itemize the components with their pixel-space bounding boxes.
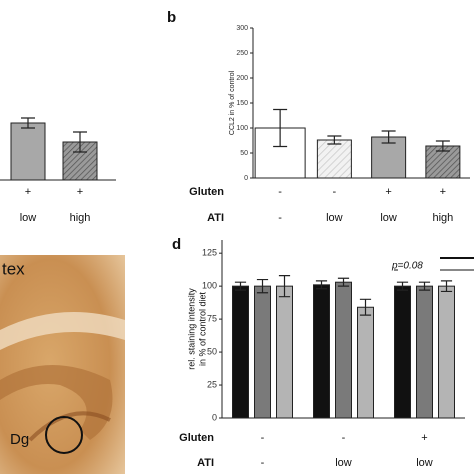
y-axis-label: in % of control diet: [197, 291, 207, 366]
error-bar: [435, 140, 450, 152]
y-tick-label: 100: [236, 125, 248, 132]
condition-label: -: [261, 432, 265, 444]
y-tick-label: 250: [236, 50, 248, 57]
error-bar: [418, 281, 431, 291]
condition-label: low: [416, 457, 433, 469]
error-bar: [278, 275, 291, 298]
y-tick-label: 125: [202, 248, 217, 258]
condition-label: -: [333, 186, 337, 198]
error-bar: [256, 278, 269, 294]
error-bar: [337, 277, 350, 287]
bar: [438, 285, 455, 419]
error-bar: [234, 281, 247, 291]
error-bar: [359, 298, 372, 316]
condition-label: high: [432, 212, 453, 224]
bar: [335, 281, 352, 419]
condition-label: -: [278, 212, 282, 224]
error-bar: [396, 281, 409, 291]
condition-label: low: [335, 457, 352, 469]
y-axis-label: CCL2 in % of control: [229, 70, 236, 135]
condition-label: low: [326, 212, 343, 224]
panel-label: d: [172, 236, 181, 253]
condition-label: +: [421, 432, 427, 444]
error-bar: [327, 135, 342, 145]
condition-label: -: [342, 432, 346, 444]
annotation: p=0.08: [391, 261, 423, 272]
condition-label: low: [380, 212, 397, 224]
y-tick-label: 75: [207, 313, 217, 323]
bar: [394, 285, 411, 419]
row-label: Gluten: [179, 432, 214, 444]
bar: [416, 285, 433, 419]
y-tick-label: 0: [244, 175, 248, 182]
condition-label: -: [261, 457, 265, 469]
y-tick-label: 150: [236, 100, 248, 107]
condition-label: +: [25, 186, 31, 198]
error-bar: [21, 117, 35, 129]
y-tick-label: 0: [212, 412, 217, 422]
y-tick-label: 25: [207, 379, 217, 389]
condition-label: +: [77, 186, 83, 198]
condition-label: low: [20, 212, 37, 224]
row-label: ATI: [207, 212, 224, 224]
y-tick-label: 50: [207, 346, 217, 356]
y-tick-label: 200: [236, 75, 248, 82]
y-tick-label: 50: [240, 150, 248, 157]
error-bar: [440, 280, 453, 293]
bar: [371, 136, 407, 179]
micrograph: tex Dg: [0, 255, 125, 474]
condition-label: +: [385, 186, 391, 198]
panel-label: b: [167, 9, 176, 26]
bar: [254, 285, 271, 419]
error-bar: [273, 108, 288, 148]
error-bar: [73, 131, 87, 153]
y-axis-label: rel. staining intensity: [186, 288, 196, 370]
error-bar: [315, 280, 328, 290]
y-tick-label: 300: [236, 25, 248, 32]
bar: [232, 285, 249, 419]
bar: [313, 284, 330, 419]
region-label: tex: [2, 259, 25, 278]
bar: [316, 139, 352, 179]
y-tick-label: 100: [202, 281, 217, 291]
bar: [357, 306, 374, 419]
bar: [10, 122, 46, 181]
condition-label: +: [440, 186, 446, 198]
error-bar: [381, 130, 396, 144]
region-label: Dg: [10, 431, 29, 448]
condition-label: high: [70, 212, 91, 224]
bar: [276, 285, 293, 419]
row-label: ATI: [197, 457, 214, 469]
condition-label: -: [278, 186, 282, 198]
row-label: Gluten: [189, 186, 224, 198]
